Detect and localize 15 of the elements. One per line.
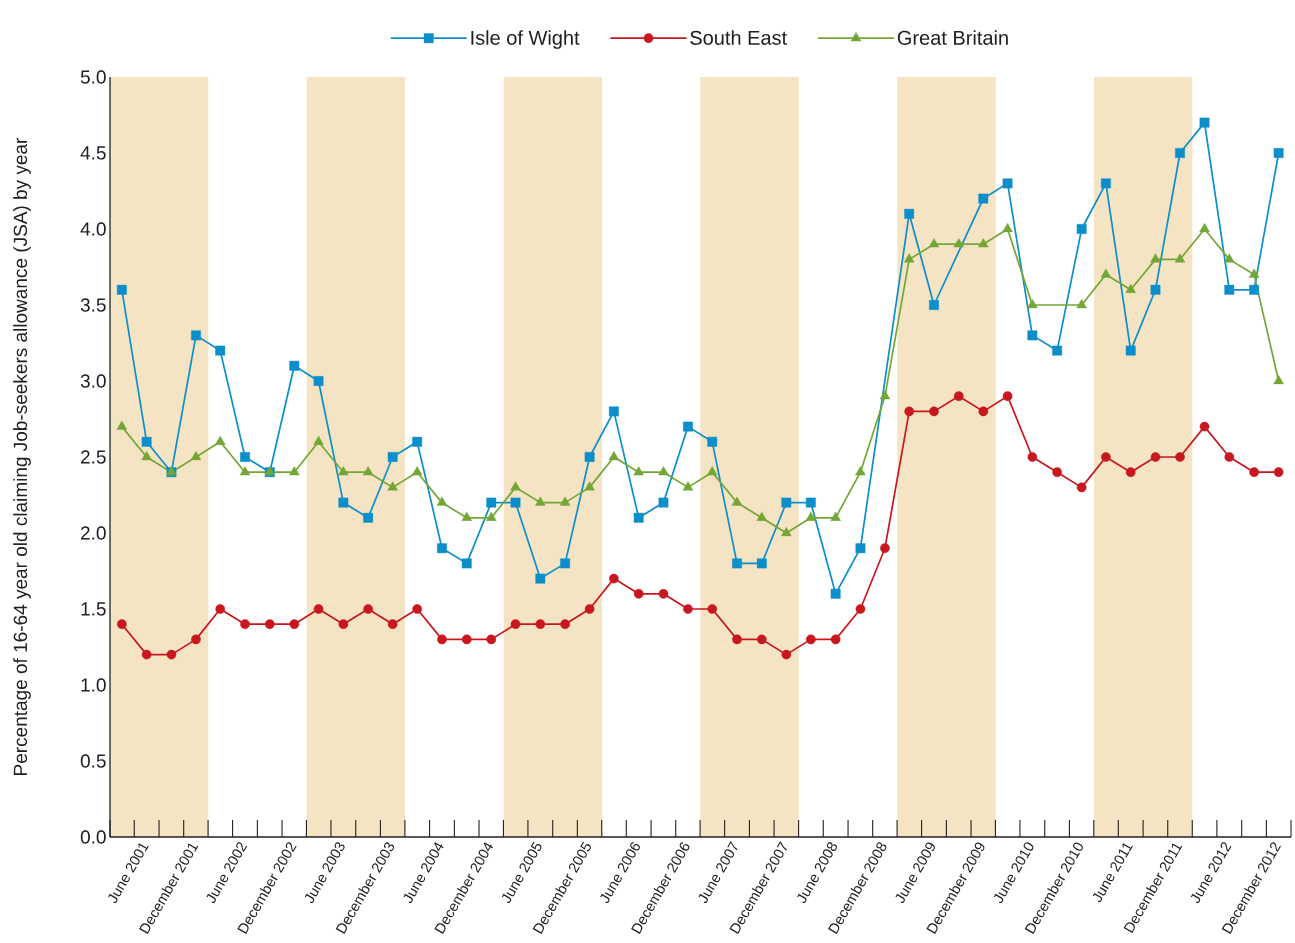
y-tick-label: 4.5 [80,146,106,160]
y-tick-label: 4.0 [80,222,106,236]
y-tick-label: 0.5 [80,754,106,768]
y-tick-label: 3.5 [80,298,106,312]
legend-label: Great Britain [897,30,1008,45]
y-axis-title: Percentage of 16-64 year old claiming Job-seekers allowance (JSA) by year [13,137,31,775]
y-tick-label: 2.5 [81,450,106,464]
y-tick-label: 2.0 [81,526,106,540]
legend-label: Isle of Wight [471,30,580,49]
y-tick-label: 0.0 [80,830,106,844]
y-tick-label: 1.5 [81,602,106,616]
y-tick-label: 3.0 [80,374,106,388]
legend-label: South East [690,30,787,45]
y-tick-label: 5.0 [80,70,106,84]
y-tick-label: 1.0 [81,678,106,692]
